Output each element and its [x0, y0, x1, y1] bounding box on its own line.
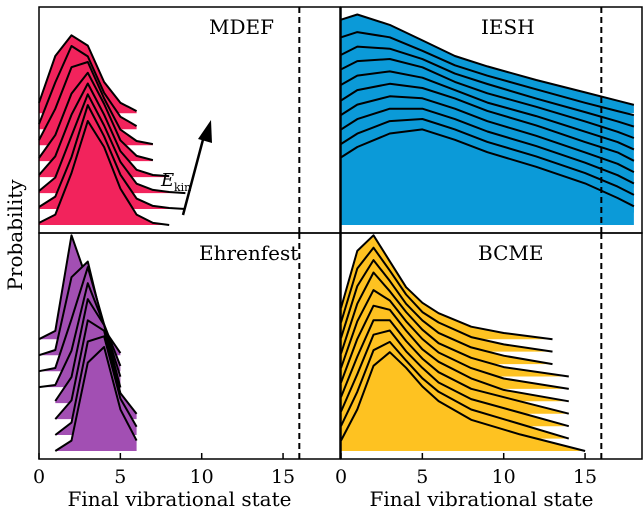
ridge-line-3 — [38, 61, 154, 146]
x-axis-label: Final vibrational state — [68, 487, 292, 511]
panel-frame — [38, 232, 341, 460]
panel-label: Ehrenfest — [199, 241, 298, 265]
ridge-line-6 — [38, 93, 186, 195]
ridge-line-8 — [38, 120, 170, 226]
x-tick-label: 0 — [33, 466, 45, 488]
ridge-line-2 — [340, 246, 553, 353]
ridge-line-7 — [38, 104, 186, 210]
panel-label: IESH — [481, 15, 535, 39]
x-tick-label: 10 — [492, 466, 516, 488]
ridge-line-9 — [340, 340, 570, 440]
ridge-line-5 — [54, 298, 122, 402]
ridge-line-1 — [340, 13, 635, 106]
panel-label: MDEF — [209, 15, 274, 39]
annotation-text: E — [160, 170, 174, 191]
ridge-line-1 — [340, 234, 553, 341]
panel-ehrenfest: Ehrenfest 0 5 10 15 — [33, 232, 341, 488]
x-tick-label: 0 — [335, 466, 347, 488]
x-tick-label: 5 — [416, 466, 428, 488]
x-tick-label: 5 — [114, 466, 126, 488]
panel-mdef: MDEF E kin — [38, 6, 341, 234]
x-tick-label: 15 — [271, 466, 295, 488]
x-tick-label: 15 — [573, 466, 597, 488]
x-axis-label: Final vibrational state — [370, 487, 594, 511]
panel-label: BCME — [478, 241, 543, 265]
ridge-line-2 — [340, 31, 635, 117]
ridge-line-5 — [38, 82, 170, 178]
ridge-line-4 — [340, 58, 635, 139]
panel-frame — [340, 232, 643, 460]
ridge-line-3 — [340, 45, 635, 128]
arrow-shaft — [181, 131, 207, 216]
ridge-line-4 — [38, 71, 154, 162]
panel-iesh: IESH — [340, 6, 643, 234]
ridge-line-7 — [54, 335, 138, 436]
panels-layer: MDEF E kin IESH Ehrenfest 0 5 10 15 BCME 0 5 10 15 — [33, 6, 643, 488]
annotation-subscript: kin — [174, 181, 191, 194]
ridge-line-6 — [340, 304, 569, 403]
ridge-line-3 — [340, 259, 553, 366]
ridge-fill-10 — [341, 352, 586, 451]
panel-bcme: BCME 0 5 10 15 — [335, 232, 643, 488]
ridge-line-1 — [38, 34, 138, 112]
ridge-line-8 — [340, 329, 570, 428]
ridge-line-4 — [340, 271, 569, 378]
ridge-line-10 — [340, 351, 586, 452]
ridge-line-2 — [38, 45, 138, 127]
ridge-line-6 — [54, 319, 138, 420]
ridge-line-8 — [54, 346, 138, 452]
x-tick-label: 10 — [190, 466, 214, 488]
labels-layer: Probability Final vibrational state Final … — [3, 179, 593, 511]
ridge-line-5 — [340, 289, 569, 390]
y-axis-label: Probability — [3, 179, 27, 291]
ridge-fill-10 — [341, 129, 634, 225]
ridge-line-7 — [340, 319, 570, 415]
ridge-fill-8 — [39, 121, 170, 225]
ridge-line-5 — [340, 70, 635, 151]
arrow-head — [198, 120, 212, 143]
